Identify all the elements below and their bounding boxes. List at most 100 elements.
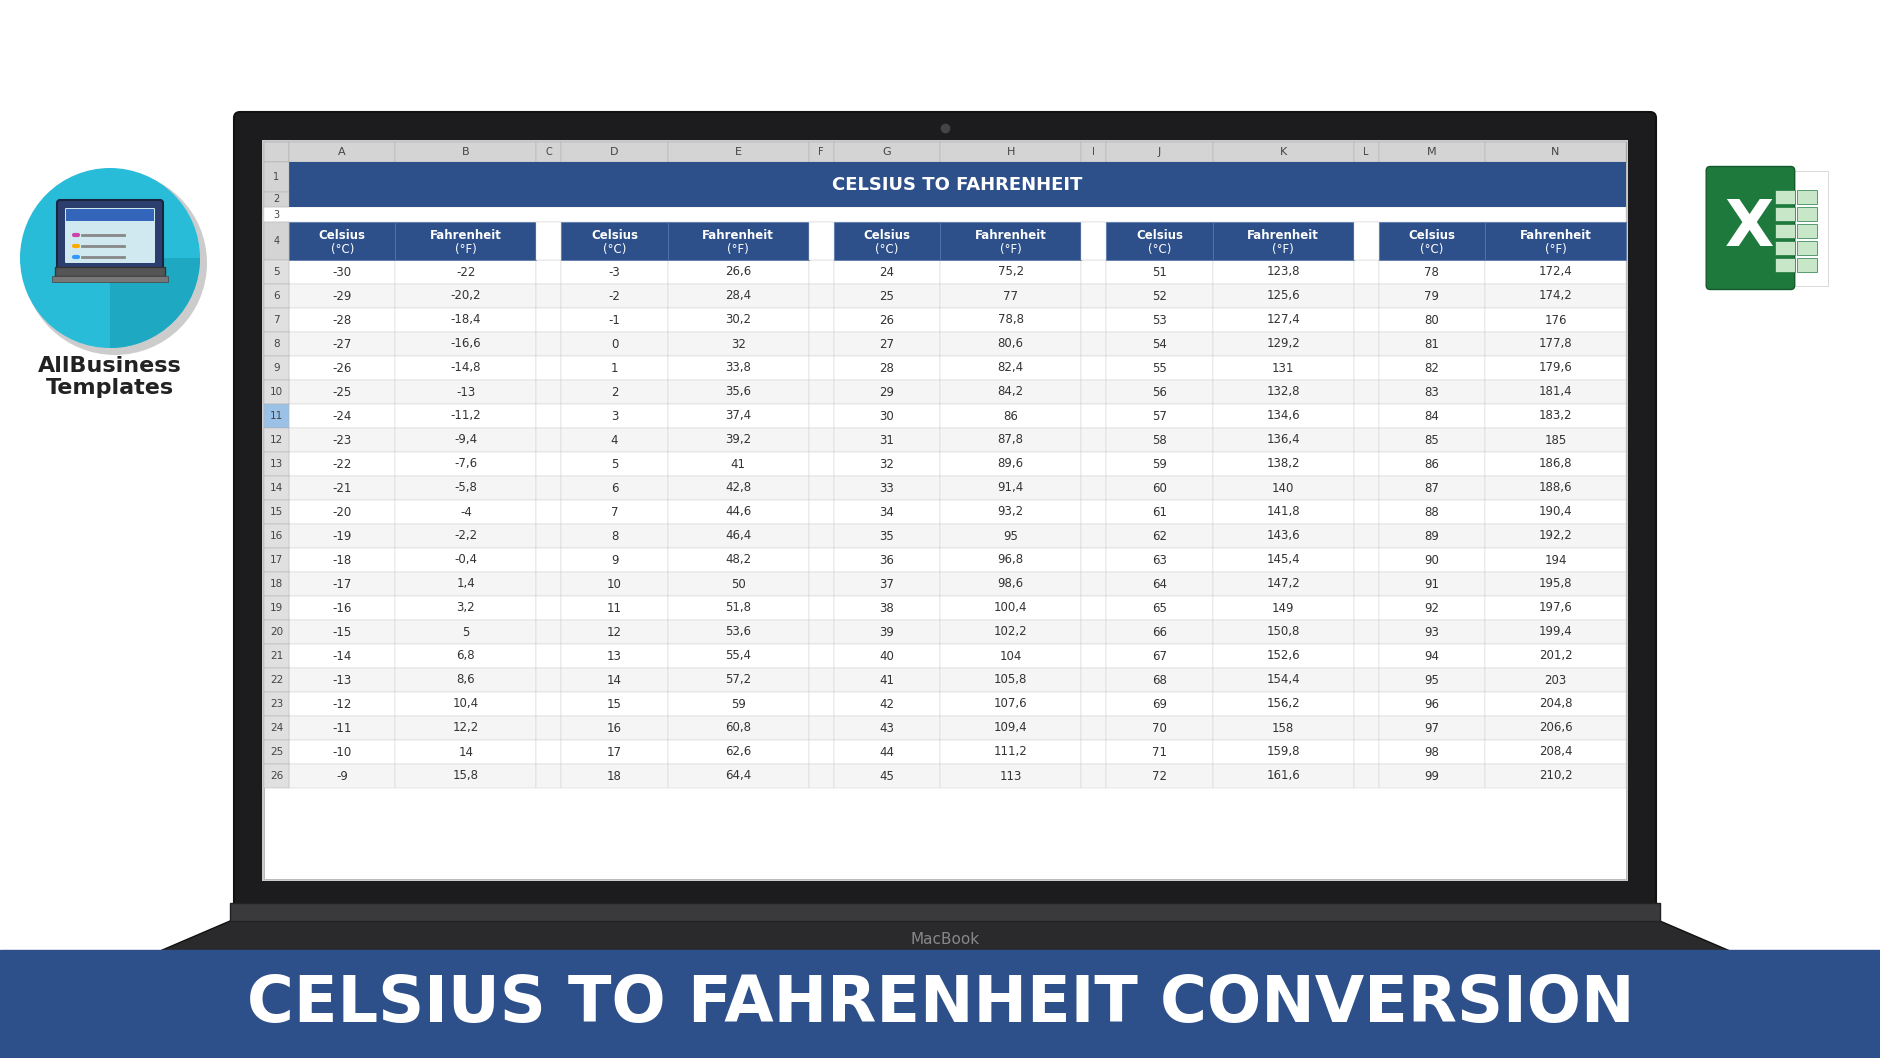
Bar — [1775, 223, 1794, 238]
Text: 111,2: 111,2 — [993, 746, 1026, 759]
Text: -13: -13 — [333, 674, 352, 687]
Bar — [1213, 500, 1354, 524]
Text: 176: 176 — [1543, 313, 1566, 327]
Bar — [261, 140, 1626, 881]
Text: 7: 7 — [273, 315, 280, 325]
Text: 96: 96 — [1423, 697, 1438, 711]
Bar — [290, 476, 395, 500]
Bar — [536, 596, 560, 620]
Wedge shape — [109, 258, 199, 348]
Text: -27: -27 — [333, 338, 352, 350]
Bar — [536, 620, 560, 644]
Bar — [808, 644, 833, 668]
Bar — [1213, 355, 1354, 380]
Bar — [833, 142, 940, 162]
Text: 51: 51 — [1151, 266, 1166, 278]
Bar — [1378, 500, 1483, 524]
Text: 41: 41 — [880, 674, 895, 687]
Text: 2: 2 — [273, 195, 280, 204]
Text: 96,8: 96,8 — [996, 553, 1023, 566]
Bar — [833, 764, 940, 788]
Text: 4: 4 — [273, 236, 280, 247]
Bar — [1775, 241, 1794, 255]
Bar — [263, 428, 290, 452]
Bar — [395, 476, 536, 500]
Bar — [560, 142, 667, 162]
Bar — [1378, 620, 1483, 644]
Text: 84: 84 — [1423, 409, 1438, 422]
Text: 28,4: 28,4 — [726, 290, 750, 303]
Bar — [290, 284, 395, 308]
Bar — [1483, 476, 1624, 500]
Bar — [536, 404, 560, 428]
Text: 140: 140 — [1271, 481, 1293, 494]
Bar — [263, 572, 290, 596]
Bar — [1105, 524, 1213, 548]
Text: -16,6: -16,6 — [451, 338, 481, 350]
Text: 177,8: 177,8 — [1538, 338, 1572, 350]
Bar — [1378, 668, 1483, 692]
Text: -0,4: -0,4 — [455, 553, 478, 566]
Text: 93: 93 — [1423, 625, 1438, 638]
Bar — [1213, 332, 1354, 355]
Bar — [1105, 222, 1213, 260]
Bar — [833, 428, 940, 452]
Text: 183,2: 183,2 — [1538, 409, 1572, 422]
Text: J: J — [1158, 147, 1160, 157]
Text: 86: 86 — [1423, 457, 1438, 471]
Bar — [395, 524, 536, 548]
Text: 38: 38 — [880, 602, 893, 615]
Bar — [667, 428, 808, 452]
Text: 79: 79 — [1423, 290, 1438, 303]
Bar — [1213, 740, 1354, 764]
Bar — [1354, 644, 1378, 668]
Bar — [290, 620, 395, 644]
Bar — [263, 404, 290, 428]
Bar — [290, 572, 395, 596]
Text: 18: 18 — [269, 579, 284, 589]
Bar — [1378, 524, 1483, 548]
Bar — [1483, 355, 1624, 380]
Bar — [536, 644, 560, 668]
Bar — [1213, 222, 1354, 260]
Bar — [1081, 668, 1105, 692]
Text: Templates: Templates — [45, 378, 175, 398]
Text: 159,8: 159,8 — [1265, 746, 1299, 759]
Bar — [1483, 428, 1624, 452]
Bar — [290, 764, 395, 788]
Text: 203: 203 — [1543, 674, 1566, 687]
Bar — [1105, 428, 1213, 452]
Bar — [263, 764, 290, 788]
Bar — [263, 222, 290, 260]
Text: 52: 52 — [1151, 290, 1166, 303]
Bar — [808, 716, 833, 740]
Bar — [808, 355, 833, 380]
Text: 145,4: 145,4 — [1265, 553, 1299, 566]
Text: 13: 13 — [269, 459, 284, 469]
Bar — [667, 764, 808, 788]
Text: 149: 149 — [1271, 602, 1293, 615]
Bar — [290, 308, 395, 332]
Text: 65: 65 — [1151, 602, 1166, 615]
Bar — [1775, 189, 1794, 204]
Text: -23: -23 — [333, 434, 352, 446]
Bar — [833, 644, 940, 668]
Text: 16: 16 — [269, 531, 284, 541]
Bar — [1354, 284, 1378, 308]
Bar — [0, 950, 1880, 1058]
Text: -17: -17 — [333, 578, 352, 590]
Text: Fahrenheit: Fahrenheit — [1246, 229, 1318, 242]
FancyBboxPatch shape — [66, 208, 154, 263]
Circle shape — [21, 168, 199, 348]
Text: 61: 61 — [1151, 506, 1166, 518]
Bar — [263, 476, 290, 500]
Bar — [1105, 404, 1213, 428]
Bar — [1483, 740, 1624, 764]
Bar — [263, 207, 1624, 222]
Bar — [1081, 355, 1105, 380]
Bar — [263, 668, 290, 692]
Bar — [1213, 476, 1354, 500]
Bar — [808, 380, 833, 404]
Bar — [290, 548, 395, 572]
Bar — [290, 162, 1624, 207]
